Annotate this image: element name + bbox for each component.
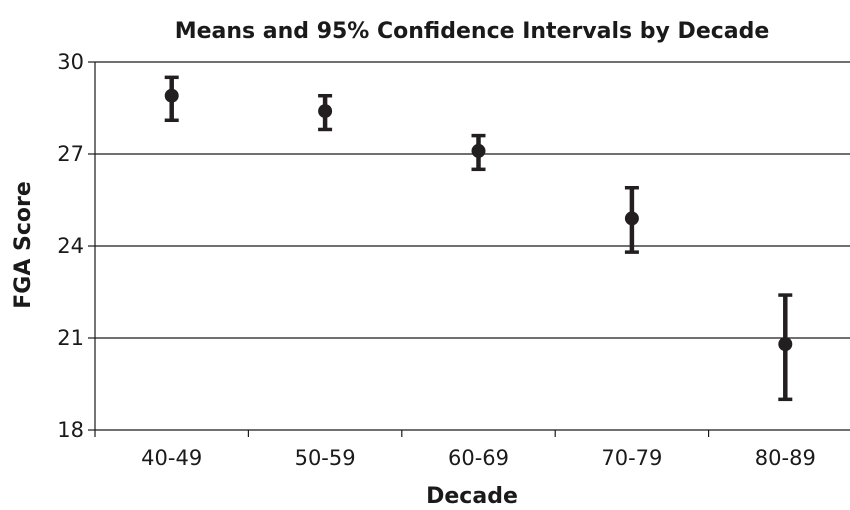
tick-labels: 18 21 24 27 30 40-49 50-59 60-69 70-79 80-89 bbox=[57, 50, 816, 470]
mean-point-80-89 bbox=[778, 337, 793, 352]
mean-point-50-59 bbox=[318, 104, 333, 119]
gridlines bbox=[95, 61, 850, 339]
y-tick-label-27: 27 bbox=[57, 142, 84, 166]
x-axis-title: Decade bbox=[426, 484, 518, 509]
mean-point-70-79 bbox=[624, 211, 639, 226]
y-tick-label-24: 24 bbox=[57, 234, 84, 258]
x-tick-label-50-59: 50-59 bbox=[295, 446, 356, 470]
y-tick-label-21: 21 bbox=[57, 326, 84, 350]
data-marks bbox=[164, 75, 793, 402]
chart-title: Means and 95% Confidence Intervals by De… bbox=[175, 19, 770, 44]
axes bbox=[88, 61, 850, 437]
y-tick-label-18: 18 bbox=[57, 418, 84, 442]
x-tick-label-80-89: 80-89 bbox=[755, 446, 816, 470]
y-axis-title: FGA Score bbox=[11, 181, 36, 309]
x-tick-label-60-69: 60-69 bbox=[448, 446, 509, 470]
mean-point-60-69 bbox=[471, 143, 486, 158]
mean-point-40-49 bbox=[164, 88, 179, 103]
x-tick-label-70-79: 70-79 bbox=[601, 446, 662, 470]
y-tick-label-30: 30 bbox=[57, 50, 84, 74]
x-tick-label-40-49: 40-49 bbox=[141, 446, 202, 470]
